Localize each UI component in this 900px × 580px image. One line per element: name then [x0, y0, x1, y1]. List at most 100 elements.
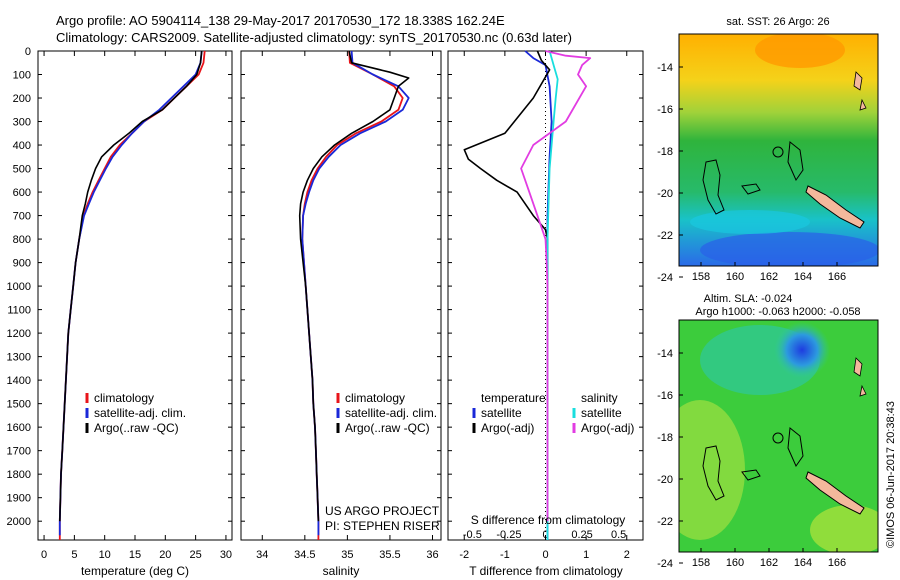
t-difference-axis-label: T difference from climatology: [469, 564, 623, 578]
sla-map-title-1: Altim. SLA: -0.024: [704, 293, 793, 305]
sst-map: [679, 34, 878, 266]
legend-label-satellite: satellite-adj. clim.: [345, 406, 437, 420]
sst-map-axes: 158 160 162 164 166 -14 -16 -18 -20 -22 -24: [657, 62, 846, 284]
temperature-legend: climatology satellite-adj. clim. Argo(..…: [85, 391, 186, 435]
x-tick-label: 0: [542, 549, 548, 561]
salinity-legend: climatology satellite-adj. clim. Argo(..…: [325, 391, 440, 533]
legend-label-temp-argo: Argo(-adj): [481, 421, 534, 435]
s-diff-tick-label: -0.5: [463, 529, 482, 541]
sla-light-patch: [679, 400, 745, 540]
x-tick-label: 35.5: [379, 549, 400, 561]
sst-cyan-patch: [690, 210, 810, 234]
x-tick-label: -1: [500, 549, 510, 561]
x-tick-label: 36: [426, 549, 438, 561]
map-y-tick-label: -14: [657, 348, 673, 360]
salinity-difference-x-axis: -0.5-0.2500.250.5: [463, 529, 626, 541]
depth-tick-label: 1900: [7, 493, 31, 505]
legend-label-argo: Argo(..raw -QC): [94, 421, 179, 435]
x-tick-label: -2: [459, 549, 469, 561]
map-y-tick-label: -16: [657, 390, 673, 402]
sla-map-axes: 158 160 162 164 166 -14 -16 -18 -20 -22 -24: [657, 348, 846, 570]
island-outline: [787, 141, 804, 182]
x-tick-label: 5: [71, 549, 77, 561]
map-x-tick-label: 158: [692, 271, 710, 283]
depth-tick-label: 100: [13, 70, 31, 82]
depth-tick-label: 1200: [7, 328, 31, 340]
map-y-tick-label: -24: [657, 558, 673, 570]
difference-legend: temperature salinity satellite Argo(-adj…: [472, 391, 634, 435]
sst-warm-patch: [755, 34, 845, 68]
header-line-1: Argo profile: AO 5904114_138 29-May-2017…: [56, 13, 505, 28]
sst-cool-patch: [700, 232, 878, 266]
temperature-x-axis: 0 5 10 15 20 25 30: [41, 51, 232, 561]
map-y-tick-label: -20: [657, 474, 673, 486]
map-x-tick-label: 166: [828, 271, 846, 283]
legend-title-temperature: temperature: [481, 391, 546, 405]
salinity-axis-label: salinity: [323, 564, 360, 578]
series-argo-raw-qc: [298, 50, 410, 522]
vanuatu-islands: [853, 357, 867, 397]
map-y-tick-label: -18: [657, 146, 673, 158]
new-caledonia-island: [805, 471, 865, 515]
map-x-tick-label: 164: [794, 557, 812, 569]
vanuatu-islands: [853, 71, 867, 111]
depth-tick-label: 200: [13, 93, 31, 105]
s-diff-tick-label: 0.25: [571, 529, 592, 541]
map-x-tick-label: 166: [828, 557, 846, 569]
legend-label-climatology: climatology: [345, 391, 405, 405]
legend-label-sal-satellite: satellite: [581, 406, 622, 420]
depth-tick-label: 1300: [7, 352, 31, 364]
series-climatology: [301, 50, 404, 540]
x-tick-label: 15: [129, 549, 141, 561]
sla-yellow-patch: [810, 505, 878, 552]
depth-tick-label: 1000: [7, 281, 31, 293]
map-y-tick-label: -22: [657, 230, 673, 242]
island-outline: [741, 183, 761, 195]
depth-tick-label: 2000: [7, 516, 31, 528]
series-salinity-satellite: [546, 50, 559, 540]
legend-label-temp-satellite: satellite: [481, 406, 522, 420]
map-y-tick-label: -16: [657, 104, 673, 116]
depth-tick-label: 1500: [7, 399, 31, 411]
map-x-tick-label: 162: [760, 557, 778, 569]
profile-series: [58, 50, 592, 540]
legend-label-satellite: satellite-adj. clim.: [94, 406, 186, 420]
map-x-tick-label: 164: [794, 271, 812, 283]
depth-tick-label: 900: [13, 258, 31, 270]
map-y-tick-label: -24: [657, 272, 673, 284]
depth-tick-label: 1600: [7, 422, 31, 434]
depth-tick-label: 1100: [7, 305, 31, 317]
series-temperature-argo-adj: [463, 50, 551, 522]
legend-label-sal-argo: Argo(-adj): [581, 421, 634, 435]
difference-x-axis: -2 -1 0 1 2: [459, 51, 630, 561]
series-satellite-adj-clim: [301, 50, 410, 536]
depth-tick-label: 500: [13, 164, 31, 176]
depth-tick-label: 600: [13, 187, 31, 199]
series-argo-raw-qc: [59, 50, 203, 522]
x-tick-label: 1: [583, 549, 589, 561]
map-y-tick-label: -18: [657, 432, 673, 444]
map-y-tick-label: -22: [657, 516, 673, 528]
x-tick-label: 30: [220, 549, 232, 561]
salinity-panel-frame: [240, 50, 442, 541]
legend-title-salinity: salinity: [581, 391, 618, 405]
series-climatology: [58, 50, 206, 540]
sla-map: [679, 320, 878, 552]
series-salinity-argo-adj: [520, 50, 592, 522]
sst-map-frame: [678, 33, 879, 267]
new-caledonia-island: [805, 185, 865, 229]
map-y-tick-label: -20: [657, 188, 673, 200]
sla-low-eddy: [774, 322, 830, 378]
argo-float-marker: [772, 432, 784, 444]
depth-tick-label: 1800: [7, 469, 31, 481]
imos-credit: ©IMOS 06-Jun-2017 20:38:43: [885, 401, 897, 548]
project-annotation: US ARGO PROJECT: [325, 504, 440, 518]
pi-annotation: PI: STEPHEN RISER: [325, 519, 440, 533]
depth-tick-label: 400: [13, 140, 31, 152]
map-x-tick-label: 160: [726, 271, 744, 283]
depth-tick-label: 1700: [7, 446, 31, 458]
depth-tick-label: 700: [13, 211, 31, 223]
depth-tick-label: 1400: [7, 375, 31, 387]
x-tick-label: 34.5: [294, 549, 315, 561]
